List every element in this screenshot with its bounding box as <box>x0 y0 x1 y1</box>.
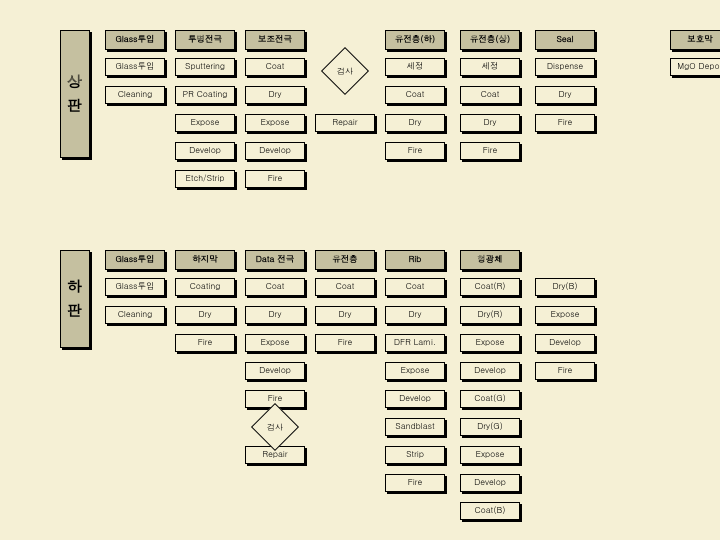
bot-step-0-5: Coat(R) <box>460 278 520 296</box>
top-head-6: Seal <box>535 30 595 50</box>
top-step-1-2: Dry <box>245 86 305 104</box>
bot-step-2-1: Fire <box>175 334 235 352</box>
top-head-0: Glass투입 <box>105 30 165 50</box>
bot-step-1-3: Dry <box>315 306 375 324</box>
bot-step-0-3: Coat <box>315 278 375 296</box>
side-label-bottom: 하판 <box>60 250 90 348</box>
top-step-3-2: Develop <box>245 142 305 160</box>
top-head-4: 유전층(하) <box>385 30 445 50</box>
bot-step-1-2: Dry <box>245 306 305 324</box>
bot-step-3-5: Develop <box>460 362 520 380</box>
bot-step-0-6: Dry(B) <box>535 278 595 296</box>
top-head-1: 투명전극 <box>175 30 235 50</box>
bot-step-0-2: Coat <box>245 278 305 296</box>
bot-head-2: Data 전극 <box>245 250 305 270</box>
bot-step-0-1: Coating <box>175 278 235 296</box>
bot-step-0-0: Glass투입 <box>105 278 165 296</box>
top-step-0-6: Dispense <box>535 58 595 76</box>
top-step-1-6: Dry <box>535 86 595 104</box>
top-step-1-0: Cleaning <box>105 86 165 104</box>
top-step-0-0: Glass투입 <box>105 58 165 76</box>
top-step-3-1: Develop <box>175 142 235 160</box>
bot-step-5-4: Sandblast <box>385 418 445 436</box>
top-step-2-5: Dry <box>460 114 520 132</box>
bot-step-1-1: Dry <box>175 306 235 324</box>
bot-step-5-5: Dry(G) <box>460 418 520 436</box>
bot-step-3-6: Fire <box>535 362 595 380</box>
side-label-top: 상판 <box>60 30 90 158</box>
top-head-5: 유전층(상) <box>460 30 520 50</box>
bot-step-0-4: Coat <box>385 278 445 296</box>
bot-step-2-4: DFR Lami. <box>385 334 445 352</box>
bot-step-4-4: Develop <box>385 390 445 408</box>
bot-step-2-3: Fire <box>315 334 375 352</box>
top-step-0-5: 세정 <box>460 58 520 76</box>
bot-step-7-4: Fire <box>385 474 445 492</box>
top-step-3-5: Fire <box>460 142 520 160</box>
top-step-0-2: Coat <box>245 58 305 76</box>
top-step-1-1: PR Coating <box>175 86 235 104</box>
bot-step-6-4: Strip <box>385 446 445 464</box>
top-step-4-2: Fire <box>245 170 305 188</box>
bot-step-2-2: Expose <box>245 334 305 352</box>
bot-step-4-5: Coat(G) <box>460 390 520 408</box>
bot-step-2-6: Develop <box>535 334 595 352</box>
bot-step-1-6: Expose <box>535 306 595 324</box>
bot-inspect-diamond: 검사 <box>253 405 297 449</box>
bot-step-3-2: Develop <box>245 362 305 380</box>
top-step-1-4: Coat <box>385 86 445 104</box>
top-step-2-4: Dry <box>385 114 445 132</box>
top-step-3-4: Fire <box>385 142 445 160</box>
bot-head-0: Glass투입 <box>105 250 165 270</box>
top-head-2: 보조전극 <box>245 30 305 50</box>
bot-step-1-4: Dry <box>385 306 445 324</box>
bot-step-3-4: Expose <box>385 362 445 380</box>
top-step-2-1: Expose <box>175 114 235 132</box>
bot-head-5: 형광체 <box>460 250 520 270</box>
bot-step-7-5: Develop <box>460 474 520 492</box>
top-step-2-6: Fire <box>535 114 595 132</box>
top-step-1-5: Coat <box>460 86 520 104</box>
top-step-2-3: Repair <box>315 114 375 132</box>
top-step-0-8: MgO Depo. <box>670 58 720 76</box>
bot-head-4: Rib <box>385 250 445 270</box>
bot-step-2-5: Expose <box>460 334 520 352</box>
top-step-2-2: Expose <box>245 114 305 132</box>
top-head-8: 보호막 <box>670 30 720 50</box>
top-step-0-4: 세정 <box>385 58 445 76</box>
bot-step-8-5: Coat(B) <box>460 502 520 520</box>
bot-step-1-5: Dry(R) <box>460 306 520 324</box>
bot-head-3: 유전층 <box>315 250 375 270</box>
bot-step-1-0: Cleaning <box>105 306 165 324</box>
bot-step-6-5: Expose <box>460 446 520 464</box>
top-step-0-1: Sputtering <box>175 58 235 76</box>
top-step-4-1: Etch/Strip <box>175 170 235 188</box>
top-inspect-diamond: 검사 <box>323 49 367 93</box>
bot-head-1: 하지막 <box>175 250 235 270</box>
